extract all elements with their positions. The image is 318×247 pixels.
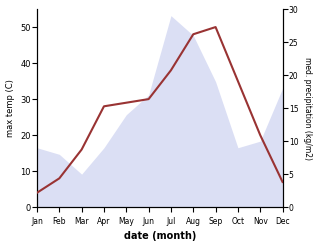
Y-axis label: max temp (C): max temp (C) [5,79,15,137]
Y-axis label: med. precipitation (kg/m2): med. precipitation (kg/m2) [303,57,313,160]
X-axis label: date (month): date (month) [124,231,196,242]
